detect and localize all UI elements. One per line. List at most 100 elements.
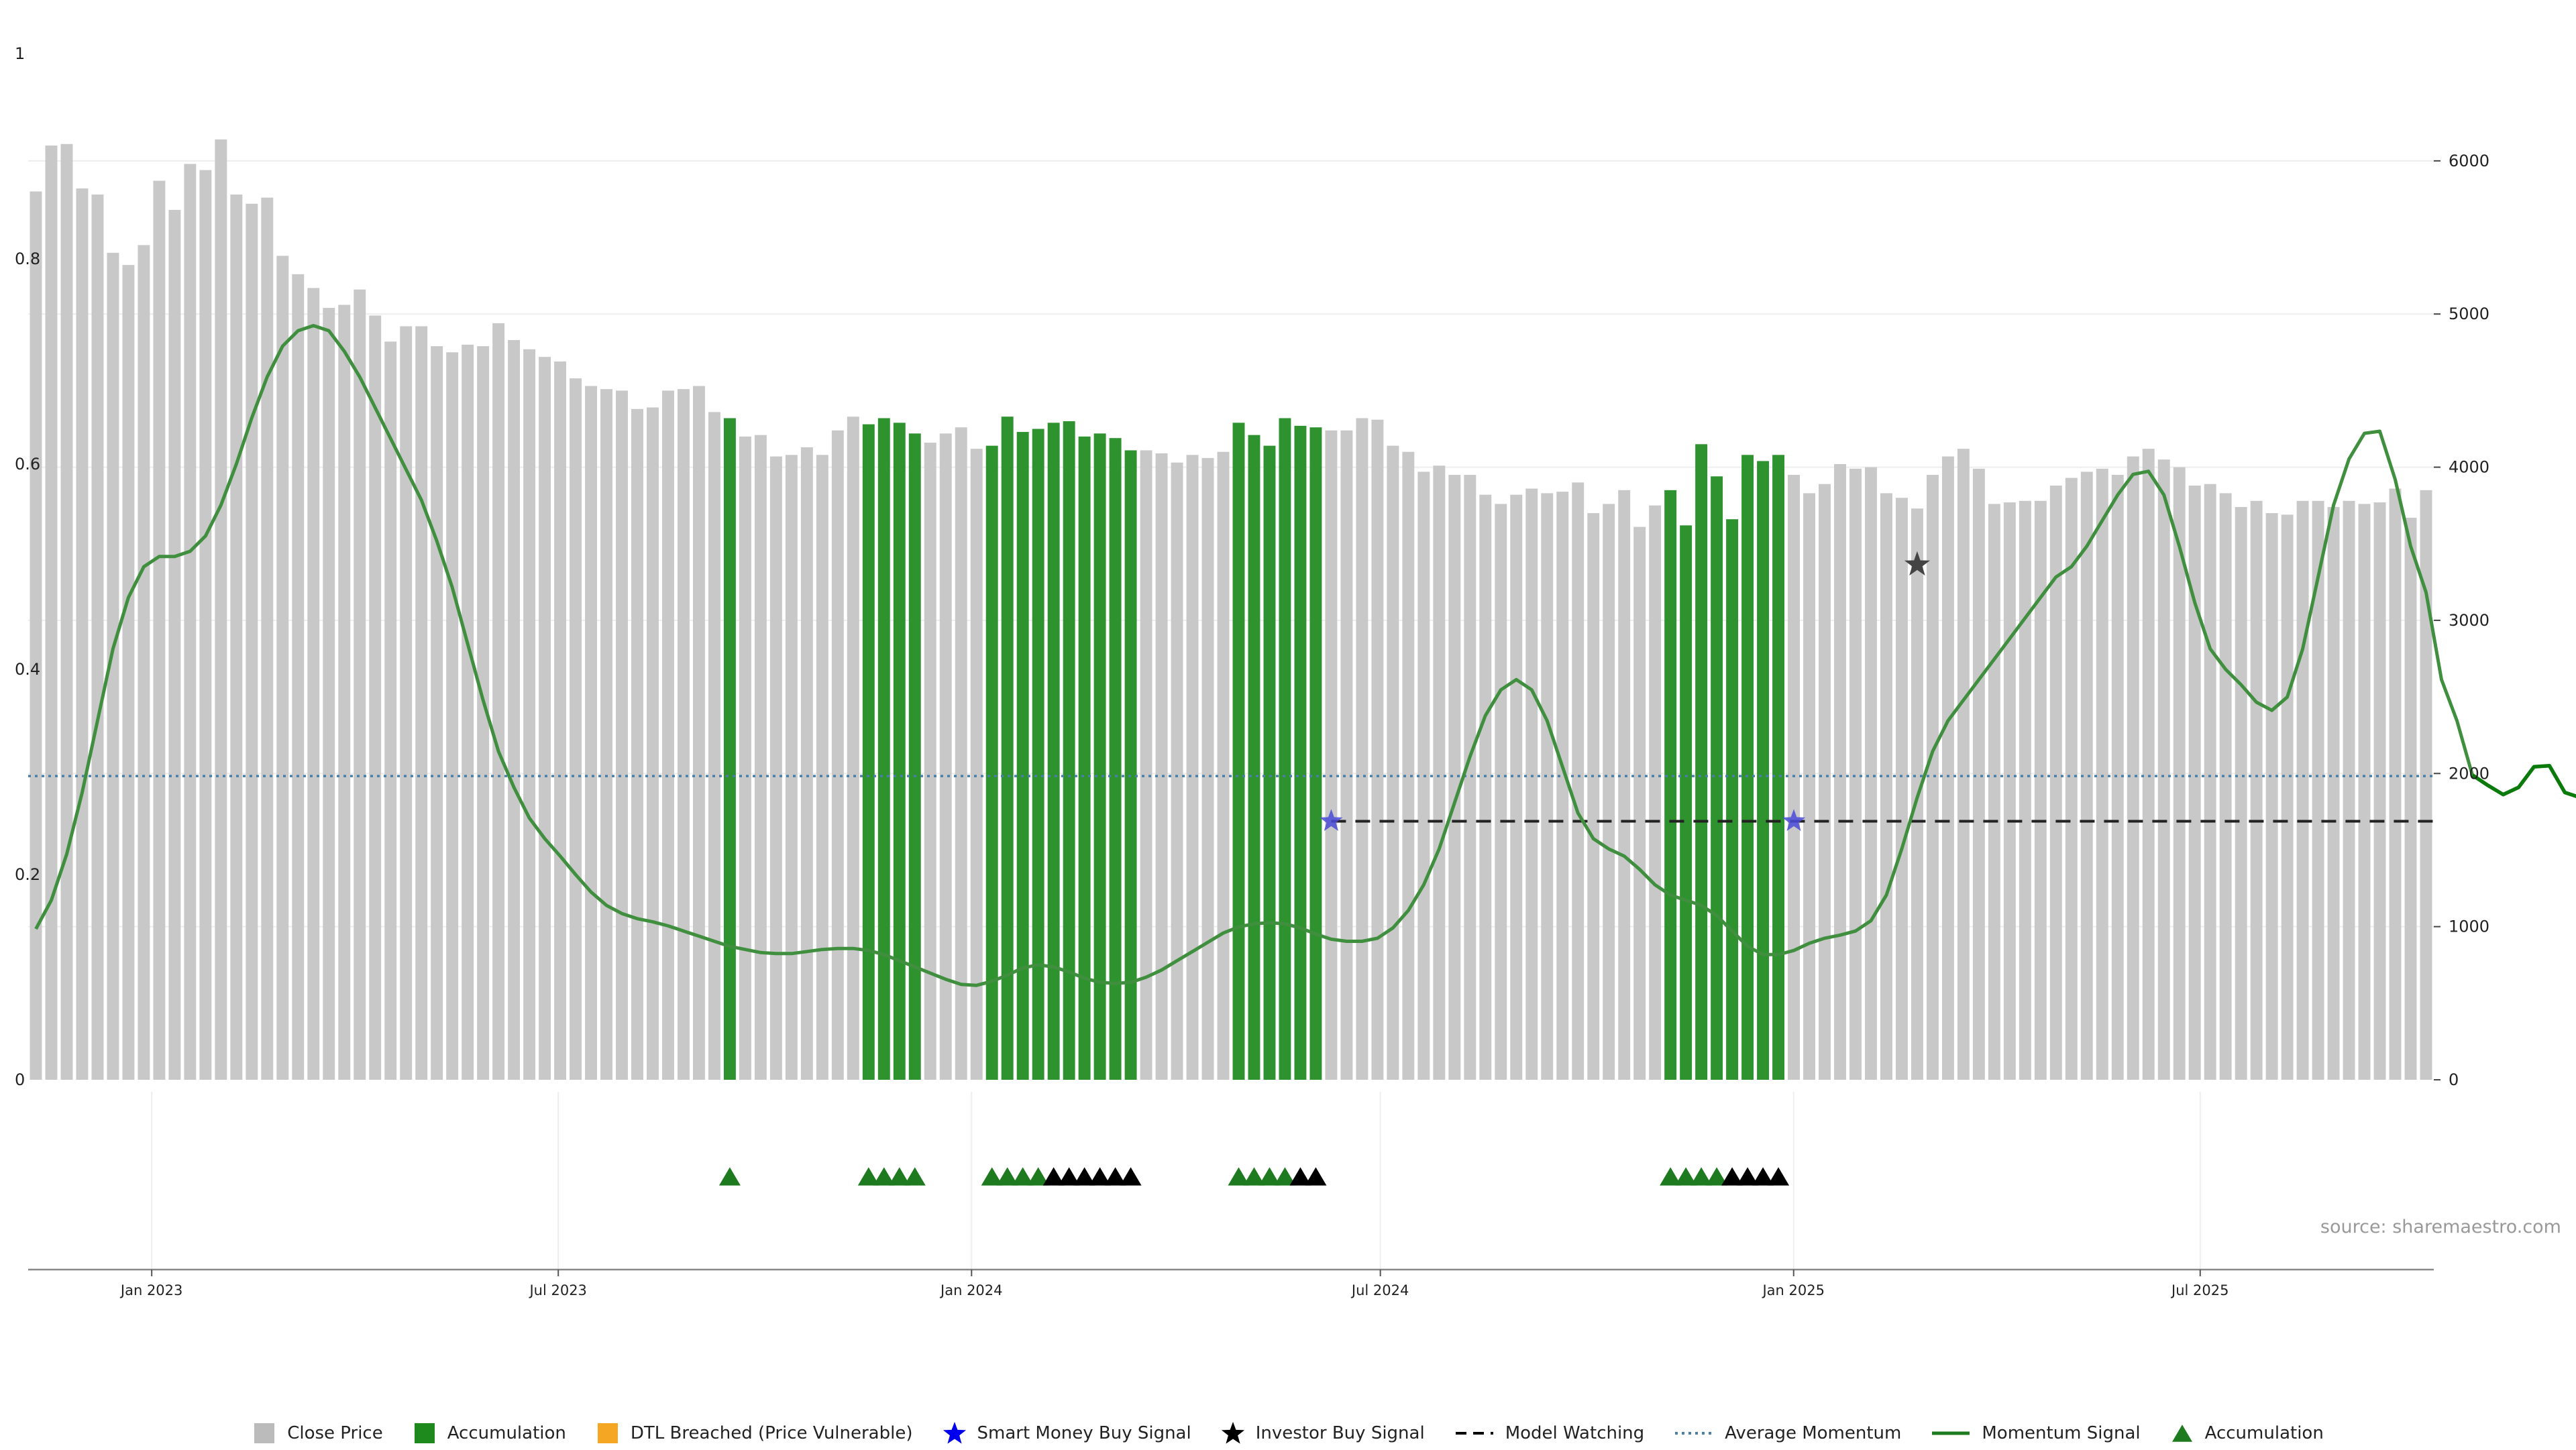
accumulation-bar (1017, 432, 1029, 1080)
close-price-bar (1649, 506, 1661, 1080)
close-price-bar (2158, 459, 2170, 1080)
legend-item: Smart Money Buy Signal (943, 1421, 1191, 1445)
close-price-bar (1479, 495, 1491, 1080)
accumulation-bar (1279, 418, 1291, 1080)
close-price-bar (292, 274, 304, 1080)
legend-symbol (1674, 1421, 1714, 1445)
close-price-bar (1803, 493, 1815, 1080)
close-price-bar (1140, 450, 1152, 1080)
accumulation-bar (1309, 427, 1322, 1080)
left-axis-tick-label: 0.4 (15, 660, 40, 679)
close-price-bar (554, 361, 566, 1080)
accumulation-bar (1032, 429, 1044, 1080)
close-price-bar (801, 447, 813, 1080)
right-axis-tick-label: 2000 (2449, 764, 2489, 783)
close-price-bar (1387, 446, 1399, 1080)
legend-label: Model Watching (1505, 1423, 1644, 1443)
legend-symbol (596, 1421, 620, 1445)
close-price-bar (708, 412, 720, 1080)
close-price-bar (1819, 484, 1831, 1080)
right-axis-tick-label: 5000 (2449, 304, 2489, 323)
close-price-bar (2127, 457, 2139, 1080)
legend-symbol (1221, 1421, 1245, 1445)
close-price-bar (431, 346, 443, 1080)
close-price-bar (616, 390, 628, 1080)
close-price-bar (2204, 484, 2216, 1080)
close-price-bar (2235, 507, 2247, 1080)
accumulation-bar (1248, 435, 1260, 1080)
close-price-bar (215, 140, 227, 1080)
legend-item: Accumulation (413, 1421, 566, 1445)
left-axis-tick-label: 0.8 (15, 249, 40, 268)
close-price-bar (1156, 453, 1168, 1080)
close-price-bar (940, 433, 952, 1080)
close-price-bar (1556, 492, 1568, 1080)
close-price-bar (2374, 502, 2386, 1080)
accumulation-bar (1048, 423, 1060, 1080)
accumulation-bar (1726, 519, 1738, 1080)
legend-item: Accumulation (2170, 1421, 2324, 1445)
close-price-bar (1433, 465, 1445, 1080)
legend-label: Average Momentum (1725, 1423, 1901, 1443)
close-price-bar (1618, 490, 1630, 1080)
close-price-bar (1510, 495, 1522, 1080)
close-price-bar (76, 188, 88, 1080)
accumulation-bar (1233, 423, 1245, 1080)
legend-symbol (1454, 1421, 1495, 1445)
right-axis-tick-label: 3000 (2449, 611, 2489, 630)
close-price-bar (1325, 431, 1337, 1080)
close-price-bar (1495, 504, 1507, 1080)
close-price-bar (1988, 504, 2000, 1080)
close-price-bar (1572, 482, 1584, 1080)
close-price-bar (1834, 464, 1846, 1080)
legend-symbol (252, 1421, 276, 1445)
close-price-bar (647, 408, 659, 1080)
close-price-bar (369, 315, 381, 1080)
close-price-bar (1957, 449, 1970, 1080)
close-price-bar (354, 290, 366, 1080)
close-price-bar (1371, 420, 1383, 1080)
close-price-bar (523, 349, 535, 1080)
bars (30, 140, 2432, 1080)
close-price-bar (1171, 463, 1183, 1080)
close-price-bar (30, 192, 42, 1080)
close-price-bar (786, 455, 798, 1080)
legend-item: Close Price (252, 1421, 383, 1445)
left-axis-tick-label: 1 (15, 44, 25, 63)
close-price-bar (338, 305, 350, 1080)
close-price-bar (2143, 449, 2155, 1080)
right-axis-tick-label: 6000 (2449, 152, 2489, 170)
legend-item: Model Watching (1454, 1421, 1644, 1445)
close-price-bar (1896, 498, 1908, 1080)
x-axis-tick-label: Jul 2023 (528, 1282, 586, 1298)
accumulation-marker-black (1768, 1167, 1789, 1185)
close-price-bar (2266, 513, 2278, 1080)
close-price-bar (2312, 501, 2324, 1080)
close-price-bar (1541, 493, 1553, 1080)
legend-symbol (1931, 1421, 1971, 1445)
close-price-bar (2189, 486, 2201, 1080)
close-price-bar (61, 144, 73, 1080)
close-price-bar (1525, 489, 1538, 1080)
legend-label: Smart Money Buy Signal (977, 1423, 1191, 1443)
accumulation-bar (986, 446, 998, 1080)
chart: 00.20.40.60.810100020003000400050006000J… (0, 0, 2576, 1415)
close-price-bar (1973, 469, 1985, 1080)
legend-item: DTL Breached (Price Vulnerable) (596, 1421, 913, 1445)
close-price-bar (2405, 518, 2417, 1080)
close-price-bar (492, 323, 504, 1080)
close-price-bar (400, 326, 412, 1080)
close-price-bar (832, 431, 844, 1080)
close-price-bar (539, 357, 551, 1080)
source-label: source: sharemaestro.com (2320, 1217, 2561, 1237)
close-price-bar (1633, 527, 1646, 1080)
close-price-bar (662, 390, 674, 1080)
accumulation-bar (894, 423, 906, 1080)
accumulation-marker-green (719, 1167, 741, 1185)
close-price-bar (307, 288, 319, 1080)
accumulation-bar (724, 418, 736, 1080)
accumulation-bar (1063, 421, 1075, 1080)
legend-label: Momentum Signal (1982, 1423, 2140, 1443)
accumulation-marker-black (1120, 1167, 1142, 1185)
x-axis-tick-label: Jan 2025 (1761, 1282, 1825, 1298)
